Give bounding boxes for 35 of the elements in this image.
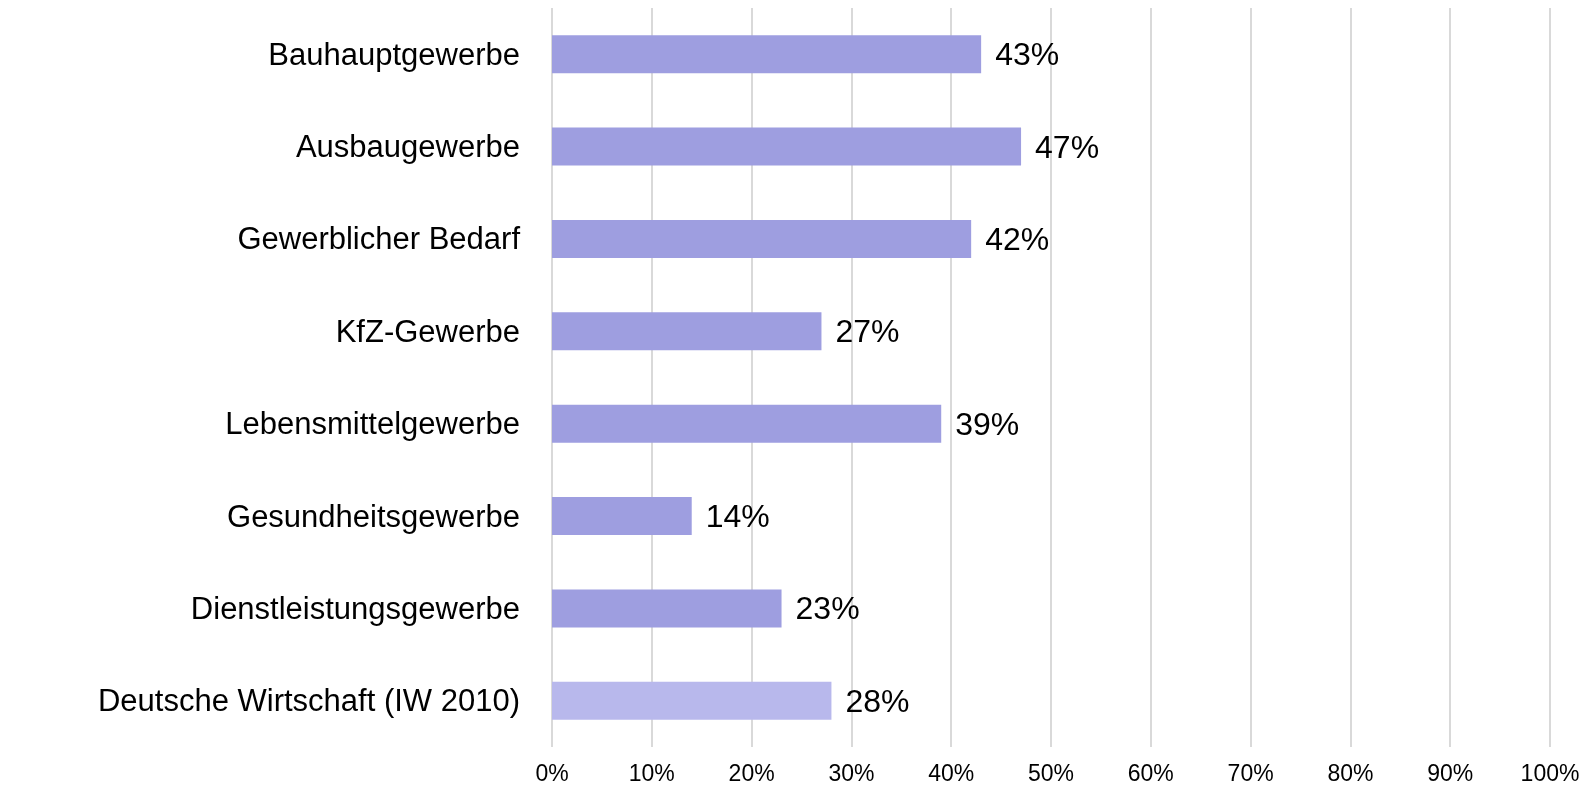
x-tick-label: 70% [1227,759,1274,786]
bar [552,312,822,351]
y-tick-label: Deutsche Wirtschaft (IW 2010) [97,683,520,719]
data-label: 28% [845,682,910,719]
y-tick-label: Bauhauptgewerbe [268,36,520,72]
data-label: 23% [795,590,860,627]
bar [552,497,692,536]
x-tick-label: 10% [628,759,675,786]
x-tick-label: 100% [1520,759,1580,786]
x-tick-label: 80% [1327,759,1374,786]
bar [552,404,942,443]
y-tick-label: Ausbaugewerbe [295,129,520,165]
bar [552,219,972,258]
x-tick-label: 30% [828,759,875,786]
x-tick-label: 0% [535,759,569,786]
x-tick-label: 50% [1027,759,1075,786]
bar [552,127,1022,166]
x-tick-label: 60% [1127,759,1174,786]
y-tick-label: Lebensmittelgewerbe [225,406,520,442]
bar [552,589,782,628]
y-tick-label: Dienstleistungsgewerbe [190,590,520,626]
data-label: 43% [995,36,1060,73]
data-label: 47% [1035,128,1100,165]
bar [552,35,982,74]
x-tick-label: 40% [928,759,975,786]
data-label: 14% [705,498,770,535]
bar [552,681,832,720]
y-tick-label: KfZ-Gewerbe [335,313,520,349]
y-tick-label: Gesundheitsgewerbe [227,498,520,534]
data-label: 39% [955,405,1020,442]
x-tick-label: 90% [1427,759,1474,786]
x-tick-label: 20% [728,759,775,786]
y-tick-label: Gewerblicher Bedarf [237,221,521,257]
data-label: 27% [835,313,900,350]
data-label: 42% [985,220,1050,257]
